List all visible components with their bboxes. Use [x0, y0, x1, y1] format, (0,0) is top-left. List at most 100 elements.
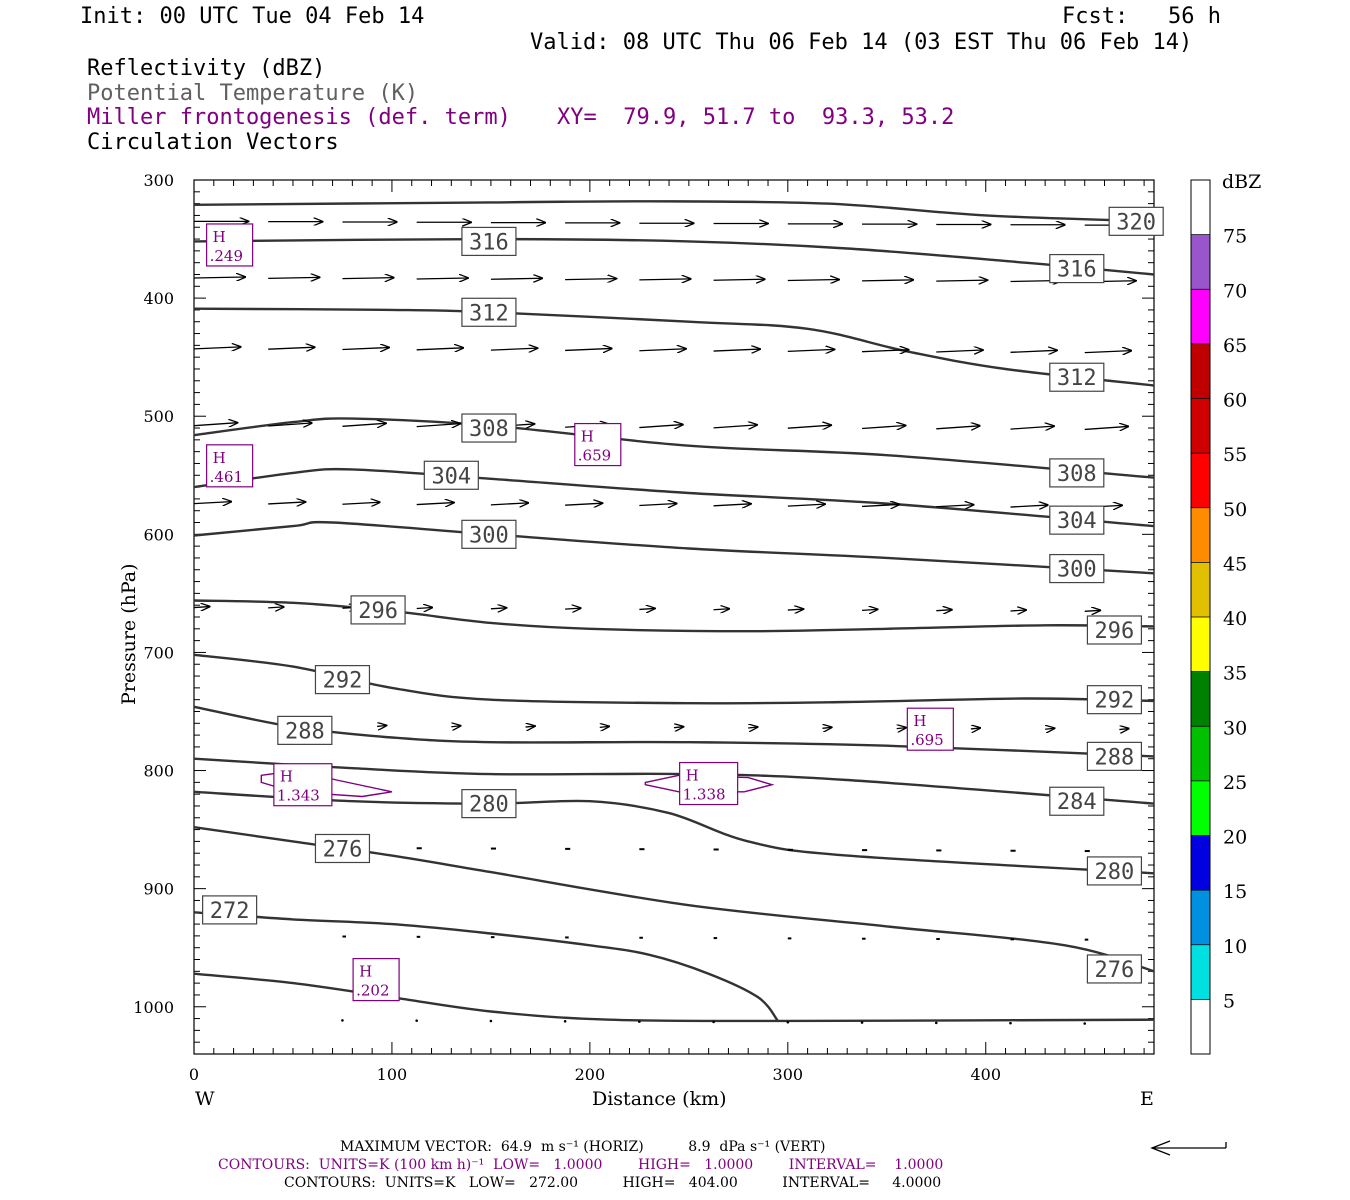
isentrope-label-text: 308 — [1057, 462, 1097, 487]
colorbar-level-label: 35 — [1223, 663, 1247, 685]
circulation-vector — [1010, 505, 1047, 507]
frontogenesis-max-label: H — [213, 228, 226, 246]
circulation-vector — [1009, 1021, 1012, 1025]
isentrope-label-288: 288 — [277, 715, 333, 745]
circulation-vector — [490, 608, 507, 609]
colorbar-level-label: 75 — [1223, 226, 1247, 248]
frontogenesis-max-box: H.249 — [206, 223, 254, 267]
frontogenesis-max-label: H — [686, 767, 699, 785]
circulation-vector — [341, 1019, 344, 1022]
y-tick-label: 400 — [143, 289, 174, 308]
frontogenesis-max-value: .695 — [910, 731, 943, 749]
isentrope-label-text: 292 — [1095, 689, 1135, 714]
init-time: Init: 00 UTC Tue 04 Feb 14 — [80, 4, 425, 29]
isentrope-label-box — [350, 595, 406, 625]
field-potential-temperature: Potential Temperature (K) — [87, 81, 419, 106]
circulation-vector — [193, 607, 210, 608]
circulation-vector — [416, 348, 464, 350]
frontogenesis-max-value: .659 — [578, 447, 611, 465]
frontogenesis-max-frame — [273, 763, 333, 807]
isentrope-284 — [193, 757, 1155, 805]
isentrope-label-text: 288 — [285, 719, 325, 744]
colorbar-segment — [1191, 944, 1210, 1000]
isentrope-label-text: 304 — [1057, 509, 1097, 534]
colorbar-segment — [1191, 398, 1210, 454]
x-tick-label: 300 — [773, 1065, 804, 1084]
isentrope-label-text: 288 — [1095, 745, 1135, 770]
circulation-vector — [600, 726, 609, 727]
colorbar-level-label: 65 — [1223, 335, 1247, 357]
circulation-vector — [268, 277, 319, 278]
isentrope-label-304: 304 — [1049, 505, 1105, 535]
isentrope-label-box — [1086, 685, 1143, 715]
frontogenesis-max-label: H — [581, 428, 594, 446]
west-label: W — [195, 1088, 215, 1110]
y-tick-label: 700 — [143, 643, 174, 662]
isentrope-label-box — [277, 715, 333, 745]
colorbar-segment — [1191, 617, 1210, 672]
frontogenesis-max-box: H.202 — [352, 957, 400, 1002]
frontogenesis-max-label: H — [913, 712, 926, 730]
circulation-vector — [565, 348, 612, 350]
colorbar-level-label: 5 — [1223, 990, 1235, 1012]
isentrope-label-box — [1049, 505, 1105, 535]
circulation-vector — [861, 425, 905, 428]
circulation-vector — [971, 728, 980, 729]
isentrope-label-box — [461, 297, 517, 327]
circulation-vector — [822, 727, 831, 728]
isentrope-label-text: 292 — [323, 669, 363, 694]
isentrope-label-text: 284 — [1057, 790, 1097, 815]
frontogenesis-max-frame — [574, 422, 622, 467]
frontogenesis-max-box: H1.338 — [679, 761, 739, 806]
circulation-vector — [342, 278, 393, 279]
circulation-vector — [565, 608, 581, 609]
isentrope-label-text: 272 — [210, 899, 250, 924]
isentrope-label-text: 312 — [1057, 366, 1097, 391]
isentrope-label-320: 320 — [1108, 206, 1164, 236]
circulation-vector — [787, 349, 835, 351]
circulation-vector — [936, 350, 983, 352]
isentrope-label-box — [1108, 206, 1164, 236]
colorbar-segment — [1191, 780, 1210, 836]
circulation-vector — [674, 727, 683, 728]
circulation-vector — [342, 423, 385, 426]
y-tick-label: 1000 — [133, 998, 174, 1017]
circulation-vector — [377, 725, 386, 726]
valid-time: Valid: 08 UTC Thu 06 Feb 14 (03 EST Thu … — [530, 30, 1193, 55]
circulation-vector — [268, 423, 311, 426]
x-tick-label: 200 — [575, 1065, 606, 1084]
isentrope-316 — [193, 237, 1155, 276]
colorbar-segment — [1191, 726, 1210, 781]
frontogenesis-max-frame — [206, 223, 254, 267]
circulation-vector — [712, 1020, 715, 1024]
y-tick-label: 500 — [143, 407, 174, 426]
isentrope-label-308: 308 — [461, 413, 517, 443]
field-reflectivity: Reflectivity (dBZ) — [87, 56, 326, 81]
circulation-vector — [713, 504, 751, 506]
isentrope-300 — [193, 520, 1155, 575]
isentrope-label-text: 316 — [469, 230, 509, 255]
isentrope-label-box — [1086, 856, 1143, 886]
circulation-vector — [639, 503, 676, 505]
isentrope-label-296: 296 — [1086, 615, 1143, 645]
colorbar-level-label: 20 — [1223, 827, 1247, 849]
frontogenesis-max-value: 1.338 — [683, 786, 726, 804]
circulation-vector — [1084, 351, 1132, 353]
isentrope-label-text: 300 — [1057, 558, 1097, 583]
circulation-vector — [638, 1020, 641, 1023]
circulation-vector — [268, 347, 315, 349]
frontogenesis-max-frame — [679, 761, 739, 806]
isentrope-320 — [193, 200, 1155, 223]
circulation-vector — [862, 504, 899, 506]
circulation-vector — [490, 348, 538, 350]
frontogenesis-max-label: H — [280, 768, 293, 786]
circulation-vector — [787, 609, 804, 610]
circulation-vector — [416, 424, 460, 427]
isentrope-label-308: 308 — [1049, 458, 1105, 488]
circulation-vector — [342, 348, 389, 350]
frontogenesis-max-frame — [352, 957, 400, 1002]
isentrope-label-300: 300 — [1049, 553, 1105, 584]
colorbar-level-label: 15 — [1223, 881, 1247, 903]
isentrope-label-box — [1049, 362, 1105, 392]
